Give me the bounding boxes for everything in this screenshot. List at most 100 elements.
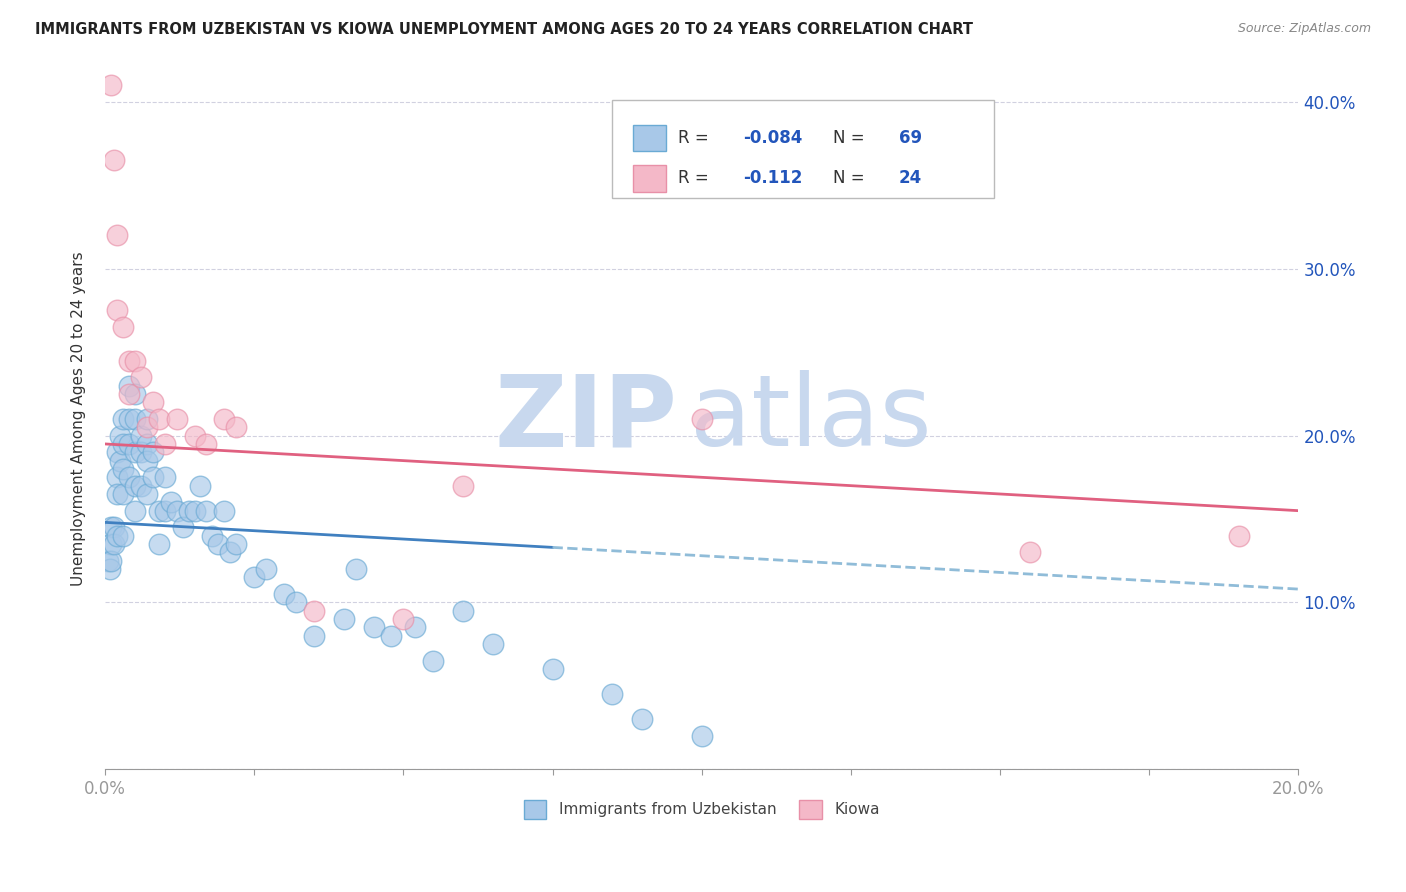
Point	[1227, 529, 1250, 543]
Point	[166, 412, 188, 426]
Point	[541, 662, 564, 676]
Point	[380, 629, 402, 643]
Point	[135, 412, 157, 426]
Point	[392, 612, 415, 626]
Point	[135, 420, 157, 434]
Point	[124, 478, 146, 492]
Point	[108, 428, 131, 442]
Point	[98, 562, 121, 576]
Point	[105, 303, 128, 318]
Point	[243, 570, 266, 584]
Point	[404, 620, 426, 634]
Point	[124, 412, 146, 426]
Point	[1019, 545, 1042, 559]
Point	[97, 554, 120, 568]
Point	[118, 378, 141, 392]
Point	[273, 587, 295, 601]
Point	[600, 687, 623, 701]
Point	[284, 595, 307, 609]
Point	[183, 504, 205, 518]
Point	[105, 529, 128, 543]
Point	[142, 395, 165, 409]
Point	[451, 604, 474, 618]
Point	[105, 228, 128, 243]
Text: 24: 24	[898, 169, 922, 187]
Point	[153, 504, 176, 518]
Point	[103, 520, 125, 534]
Point	[159, 495, 181, 509]
Point	[422, 654, 444, 668]
Point	[118, 353, 141, 368]
Point	[631, 712, 654, 726]
Legend: Immigrants from Uzbekistan, Kiowa: Immigrants from Uzbekistan, Kiowa	[517, 794, 886, 825]
Point	[302, 604, 325, 618]
Point	[690, 412, 713, 426]
Text: IMMIGRANTS FROM UZBEKISTAN VS KIOWA UNEMPLOYMENT AMONG AGES 20 TO 24 YEARS CORRE: IMMIGRANTS FROM UZBEKISTAN VS KIOWA UNEM…	[35, 22, 973, 37]
Point	[105, 487, 128, 501]
Text: R =: R =	[678, 169, 714, 187]
Point	[135, 453, 157, 467]
Point	[111, 437, 134, 451]
Point	[254, 562, 277, 576]
Point	[214, 504, 236, 518]
Text: R =: R =	[678, 129, 714, 147]
Text: 69: 69	[898, 129, 922, 147]
Point	[105, 445, 128, 459]
Point	[153, 470, 176, 484]
Point	[100, 554, 122, 568]
Point	[100, 520, 122, 534]
Point	[111, 320, 134, 334]
Point	[690, 729, 713, 743]
Point	[302, 629, 325, 643]
Point	[129, 370, 152, 384]
Point	[195, 437, 218, 451]
Point	[148, 504, 170, 518]
Point	[166, 504, 188, 518]
Point	[124, 387, 146, 401]
Text: N =: N =	[832, 169, 870, 187]
Point	[111, 412, 134, 426]
Point	[214, 412, 236, 426]
Point	[100, 537, 122, 551]
Point	[103, 153, 125, 168]
Point	[129, 445, 152, 459]
Point	[135, 437, 157, 451]
Point	[172, 520, 194, 534]
Point	[124, 504, 146, 518]
Point	[225, 537, 247, 551]
Point	[124, 353, 146, 368]
Point	[118, 470, 141, 484]
Text: atlas: atlas	[690, 370, 931, 467]
Point	[148, 537, 170, 551]
Point	[183, 428, 205, 442]
Text: Source: ZipAtlas.com: Source: ZipAtlas.com	[1237, 22, 1371, 36]
Point	[332, 612, 354, 626]
Bar	[633, 165, 666, 192]
FancyBboxPatch shape	[612, 100, 994, 198]
Point	[201, 529, 224, 543]
Point	[103, 537, 125, 551]
Point	[451, 478, 474, 492]
Y-axis label: Unemployment Among Ages 20 to 24 years: Unemployment Among Ages 20 to 24 years	[72, 252, 86, 586]
Point	[195, 504, 218, 518]
Point	[482, 637, 505, 651]
Text: N =: N =	[832, 129, 870, 147]
Point	[344, 562, 367, 576]
Point	[129, 478, 152, 492]
Text: -0.084: -0.084	[744, 129, 803, 147]
Point	[118, 437, 141, 451]
Point	[105, 470, 128, 484]
Point	[100, 78, 122, 93]
Point	[118, 412, 141, 426]
Point	[363, 620, 385, 634]
Point	[124, 445, 146, 459]
Point	[225, 420, 247, 434]
Point	[118, 387, 141, 401]
Point	[148, 412, 170, 426]
Point	[111, 529, 134, 543]
Point	[108, 453, 131, 467]
Point	[111, 462, 134, 476]
Point	[219, 545, 242, 559]
Text: ZIP: ZIP	[495, 370, 678, 467]
Point	[177, 504, 200, 518]
